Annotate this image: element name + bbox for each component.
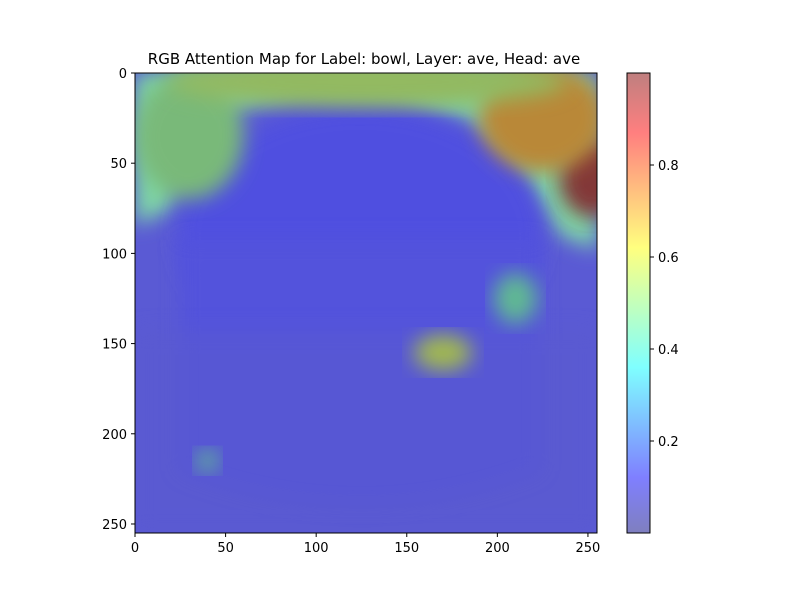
y-tick-label: 150 [102, 338, 127, 353]
chart-title: RGB Attention Map for Label: bowl, Layer… [148, 50, 580, 68]
x-tick-label: 100 [304, 541, 329, 556]
hotspot-top-left-band [135, 73, 244, 200]
colorbar: 0.2 0.4 0.6 0.8 [626, 72, 679, 534]
y-tick-label: 0 [119, 67, 127, 82]
colorbar-tick-label: 0.8 [658, 159, 679, 174]
x-tick-label: 50 [217, 541, 234, 556]
heatmap-lower-field [135, 330, 597, 533]
x-tick-label: 150 [394, 541, 419, 556]
x-tick-label: 0 [131, 541, 139, 556]
hotspot-top-band [167, 73, 567, 108]
colorbar-tick-label: 0.6 [658, 251, 679, 266]
y-tick-label: 100 [102, 247, 127, 262]
x-tick-label: 250 [576, 541, 601, 556]
y-tick-label: 200 [102, 428, 127, 443]
hotspot-rim-right [414, 334, 472, 371]
colorbar-gradient [626, 72, 651, 534]
colorbar-tick-label: 0.4 [658, 343, 679, 358]
heatmap-area [135, 73, 597, 533]
x-tick-label: 200 [485, 541, 510, 556]
attention-hotspots [135, 73, 597, 472]
y-axis: 0 50 100 150 200 250 [102, 67, 135, 533]
y-tick-label: 250 [102, 518, 127, 533]
y-tick-label: 50 [110, 157, 127, 172]
plot-frame [134, 72, 598, 534]
hotspot-rim-right-upper [493, 273, 538, 324]
x-axis: 0 50 100 150 200 250 [131, 533, 600, 556]
hotspot-bottom-left-spot [196, 450, 219, 472]
colorbar-tick-label: 0.2 [658, 435, 679, 450]
colorbar-ticks: 0.2 0.4 0.6 0.8 [650, 159, 679, 450]
